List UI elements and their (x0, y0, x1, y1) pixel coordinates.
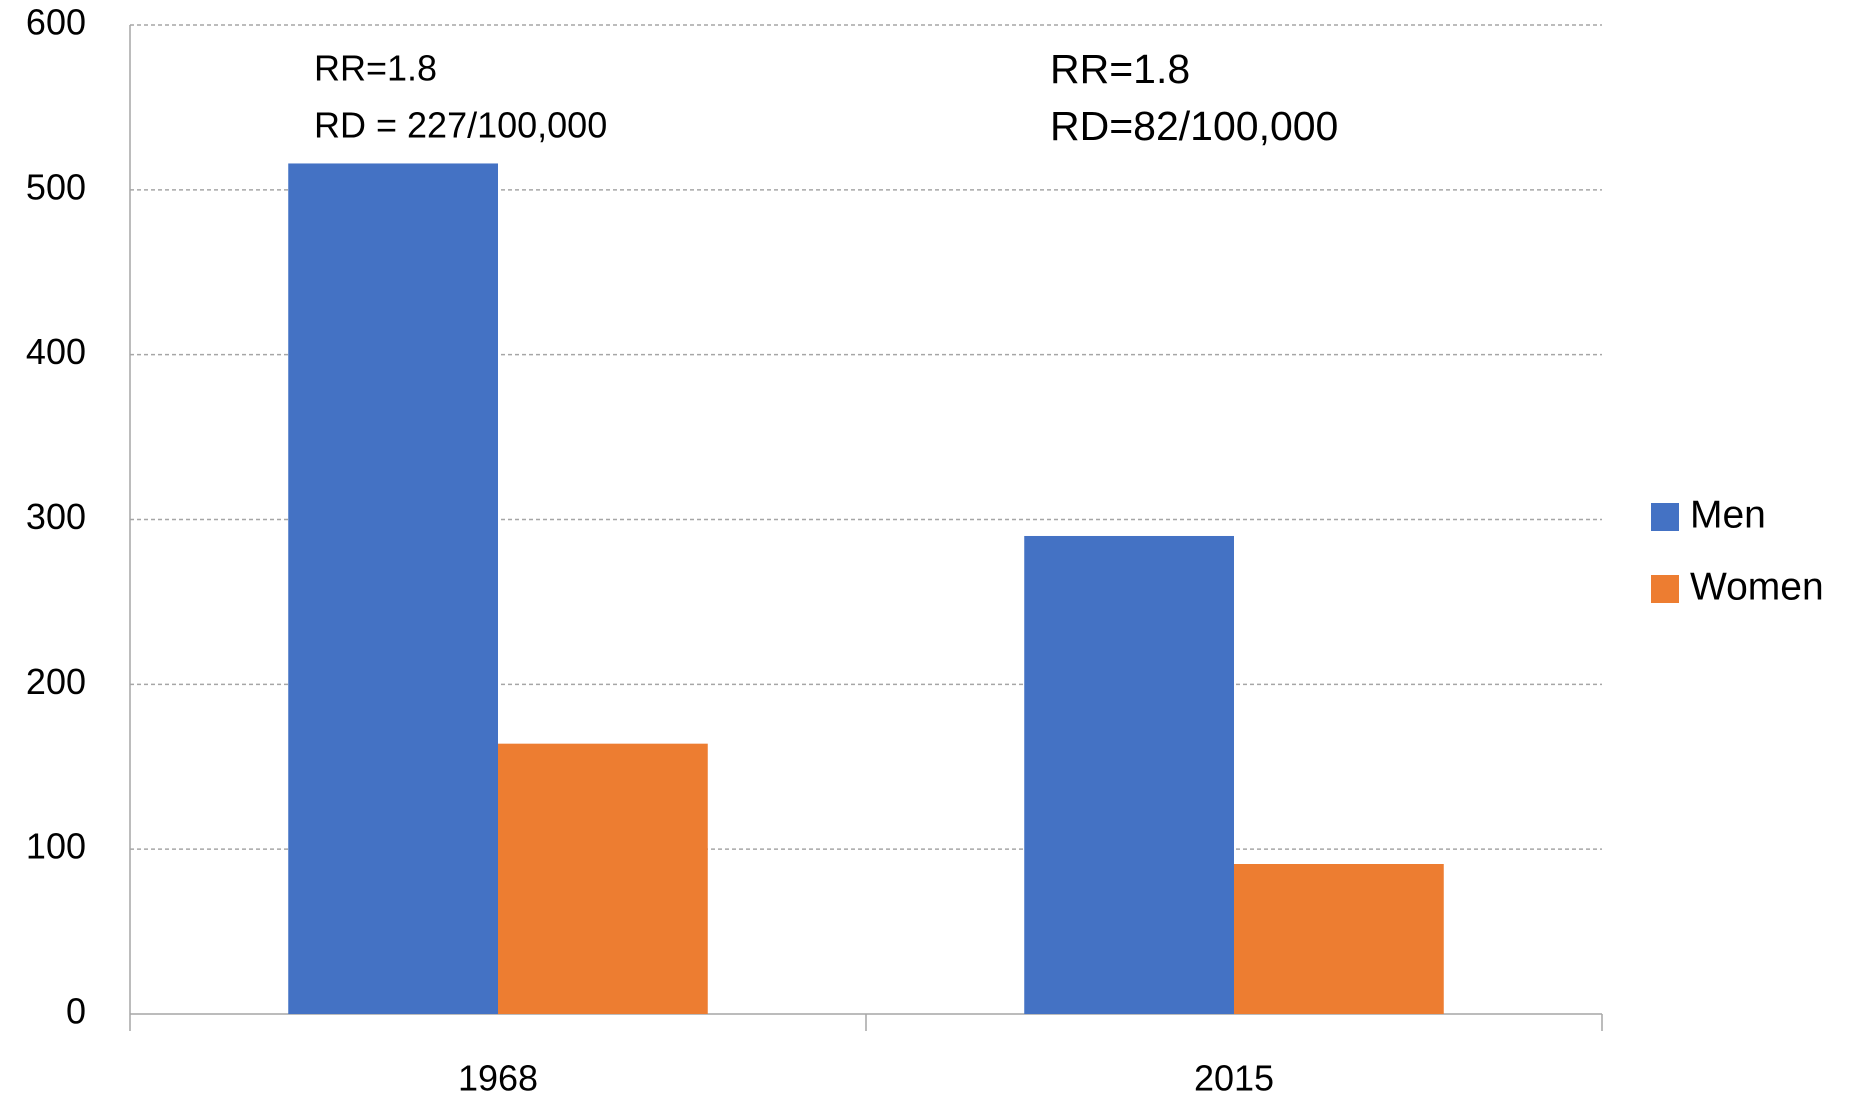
annotation: RR=1.8 (314, 48, 437, 89)
legend-swatch (1651, 503, 1679, 531)
x-tick-label: 2015 (1194, 1058, 1274, 1099)
annotation: RD = 227/100,000 (314, 105, 607, 146)
legend-swatch (1651, 575, 1679, 603)
bar (1024, 535, 1234, 1014)
y-tick-label: 300 (26, 496, 86, 537)
y-tick-label: 400 (26, 331, 86, 372)
y-tick-label: 0 (66, 991, 86, 1032)
bar (1234, 864, 1444, 1014)
bar (498, 743, 708, 1014)
annotation: RD=82/100,000 (1050, 103, 1338, 149)
x-tick-label: 1968 (458, 1058, 538, 1099)
legend-label: Men (1690, 493, 1766, 536)
y-tick-label: 200 (26, 661, 86, 702)
y-tick-label: 100 (26, 826, 86, 867)
legend-label: Women (1690, 565, 1824, 608)
bar (288, 163, 498, 1014)
annotation: RR=1.8 (1050, 46, 1190, 92)
y-tick-label: 600 (26, 2, 86, 43)
y-tick-label: 500 (26, 166, 86, 207)
